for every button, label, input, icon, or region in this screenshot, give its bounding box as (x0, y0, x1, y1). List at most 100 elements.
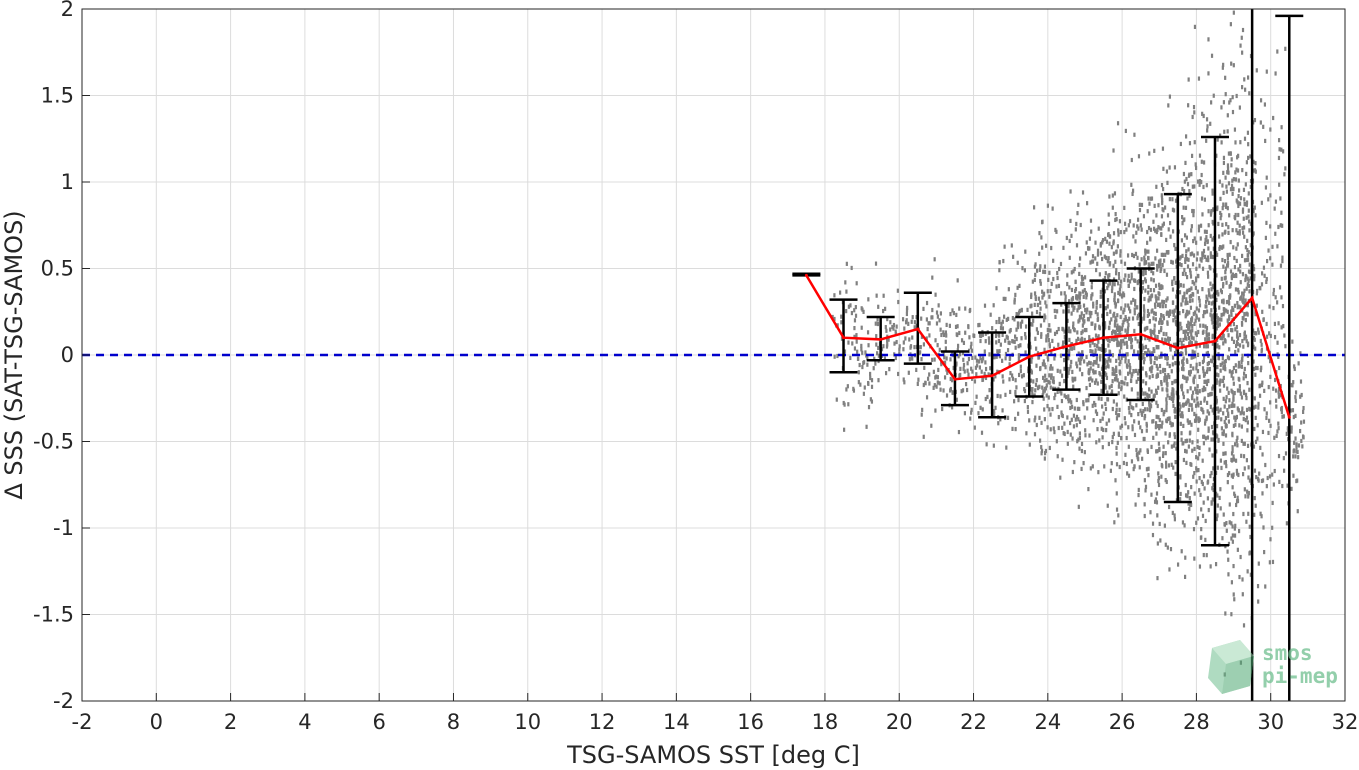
scatter-point (1205, 329, 1208, 335)
scatter-point (1014, 292, 1017, 297)
scatter-point (1277, 138, 1281, 143)
scatter-point (1013, 317, 1016, 322)
scatter-point (1096, 252, 1100, 257)
scatter-point (1209, 121, 1212, 126)
scatter-point (998, 319, 1001, 325)
scatter-point (1153, 226, 1156, 231)
scatter-point (1133, 432, 1137, 438)
scatter-point (1162, 314, 1165, 319)
scatter-point (1253, 205, 1256, 210)
scatter-point (1068, 366, 1071, 372)
scatter-point (1162, 444, 1165, 449)
scatter-point (1156, 449, 1159, 454)
scatter-point (1016, 285, 1019, 290)
scatter-point (1180, 302, 1183, 307)
scatter-point (1091, 349, 1094, 354)
scatter-point (1222, 190, 1225, 196)
scatter-point (1189, 363, 1192, 369)
scatter-point (1188, 324, 1191, 329)
scatter-point (1126, 352, 1129, 357)
scatter-point (1215, 206, 1219, 212)
scatter-point (926, 326, 929, 332)
scatter-point (1259, 511, 1262, 516)
scatter-point (1234, 287, 1238, 292)
scatter-point (1155, 184, 1158, 189)
scatter-point (1230, 370, 1233, 375)
scatter-point (1163, 378, 1166, 383)
scatter-point (1211, 285, 1214, 290)
scatter-point (1115, 416, 1119, 421)
scatter-point (955, 332, 958, 337)
scatter-point (902, 340, 905, 345)
scatter-point (1124, 452, 1127, 457)
scatter-point (1046, 203, 1049, 208)
scatter-point (1144, 351, 1147, 356)
scatter-point (1160, 407, 1163, 413)
scatter-point (1208, 293, 1211, 298)
scatter-point (976, 363, 979, 368)
scatter-point (1295, 442, 1298, 447)
scatter-point (1282, 324, 1285, 329)
scatter-point (1076, 439, 1079, 444)
scatter-point (1192, 209, 1195, 214)
scatter-point (1119, 284, 1122, 289)
scatter-point (1080, 281, 1083, 286)
scatter-point (1172, 465, 1175, 470)
scatter-point (1054, 314, 1057, 320)
scatter-point (1068, 337, 1071, 343)
scatter-point (1239, 280, 1242, 285)
scatter-point (960, 338, 964, 343)
scatter-point (1282, 456, 1285, 461)
scatter-point (1014, 345, 1017, 350)
scatter-point (1162, 451, 1165, 456)
scatter-point (1247, 155, 1250, 160)
scatter-point (970, 410, 973, 415)
scatter-point (1203, 371, 1207, 376)
scatter-point (1152, 261, 1155, 266)
scatter-point (1243, 441, 1246, 446)
scatter-point (1163, 376, 1166, 381)
scatter-point (962, 362, 966, 368)
scatter-point (1019, 324, 1022, 329)
scatter-point (1243, 288, 1246, 293)
scatter-point (1081, 372, 1084, 377)
scatter-point (1090, 259, 1094, 264)
scatter-point (1208, 300, 1211, 306)
scatter-point (1246, 253, 1249, 258)
scatter-point (1168, 433, 1171, 438)
scatter-point (861, 307, 864, 312)
scatter-point (1069, 405, 1072, 411)
scatter-point (1116, 440, 1119, 445)
scatter-point (1142, 214, 1146, 219)
scatter-point (1218, 322, 1221, 327)
scatter-point (1069, 346, 1072, 351)
scatter-point (977, 323, 980, 328)
scatter-point (1168, 165, 1171, 170)
scatter-point (1259, 368, 1262, 373)
scatter-point (1253, 331, 1256, 336)
scatter-point (1186, 311, 1189, 316)
scatter-point (1206, 337, 1209, 342)
scatter-point (1243, 366, 1246, 372)
scatter-point (1230, 61, 1233, 66)
scatter-point (1073, 460, 1076, 465)
scatter-point (1156, 227, 1159, 233)
scatter-point (935, 384, 938, 389)
scatter-point (1123, 416, 1126, 421)
scatter-point (1171, 510, 1174, 516)
scatter-point (1220, 417, 1223, 422)
scatter-point (1150, 309, 1153, 314)
scatter-point (1227, 541, 1231, 547)
scatter-point (938, 381, 941, 386)
scatter-point (1226, 309, 1229, 314)
scatter-point (1077, 305, 1080, 310)
scatter-point (1068, 238, 1071, 244)
scatter-point (1095, 301, 1098, 306)
scatter-point (1173, 243, 1176, 248)
scatter-point (1165, 272, 1169, 277)
scatter-point (1039, 264, 1042, 269)
scatter-point (853, 308, 856, 313)
scatter-point (1014, 426, 1017, 432)
scatter-point (1015, 336, 1018, 342)
scatter-point (1241, 353, 1244, 358)
